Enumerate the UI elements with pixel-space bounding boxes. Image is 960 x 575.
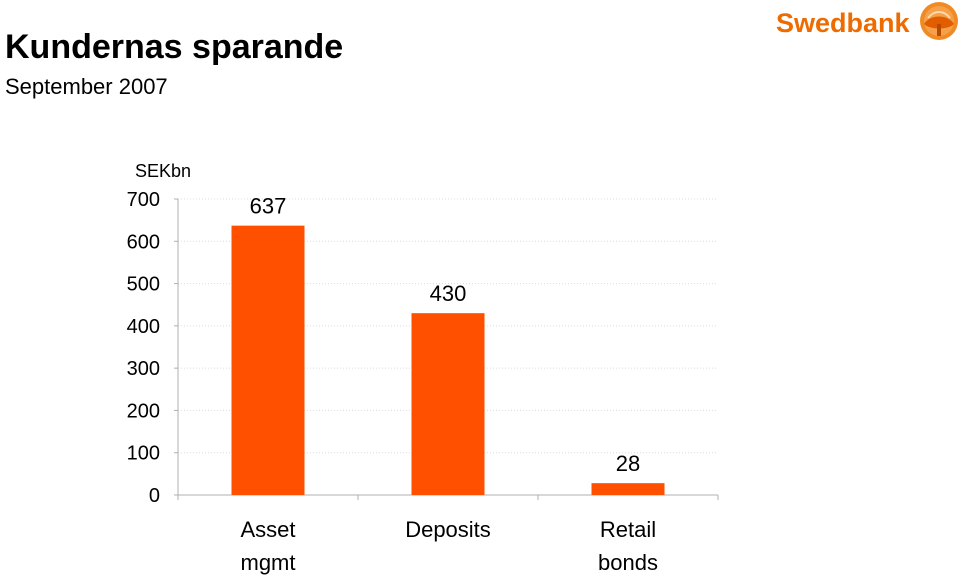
y-unit-label: SEKbn (135, 161, 191, 181)
x-category-label: Asset (240, 517, 295, 542)
y-tick-label: 500 (127, 274, 160, 296)
x-category-label: bonds (598, 550, 658, 575)
y-tick-label: 300 (127, 358, 160, 380)
x-category-label: Retail (600, 517, 656, 542)
bar (411, 313, 485, 495)
page-title: Kundernas sparande (5, 28, 344, 66)
data-label: 430 (430, 281, 467, 306)
brand-wordmark: Swedbank (776, 8, 911, 38)
y-tick-label: 700 (127, 189, 160, 211)
x-category-label: Deposits (405, 517, 491, 542)
y-tick-label: 200 (127, 400, 160, 422)
bar (591, 483, 665, 495)
x-category-label: mgmt (241, 550, 296, 575)
swedbank-logo: Swedbank (776, 2, 958, 40)
y-tick-label: 400 (127, 316, 160, 338)
y-tick-label: 100 (127, 443, 160, 465)
oak-tree-icon (920, 2, 958, 40)
page-subtitle: September 2007 (5, 74, 168, 99)
data-label: 637 (250, 194, 287, 219)
data-label: 28 (616, 451, 640, 476)
y-tick-label: 600 (127, 231, 160, 253)
y-tick-label: 0 (149, 485, 160, 507)
bar (231, 225, 305, 495)
